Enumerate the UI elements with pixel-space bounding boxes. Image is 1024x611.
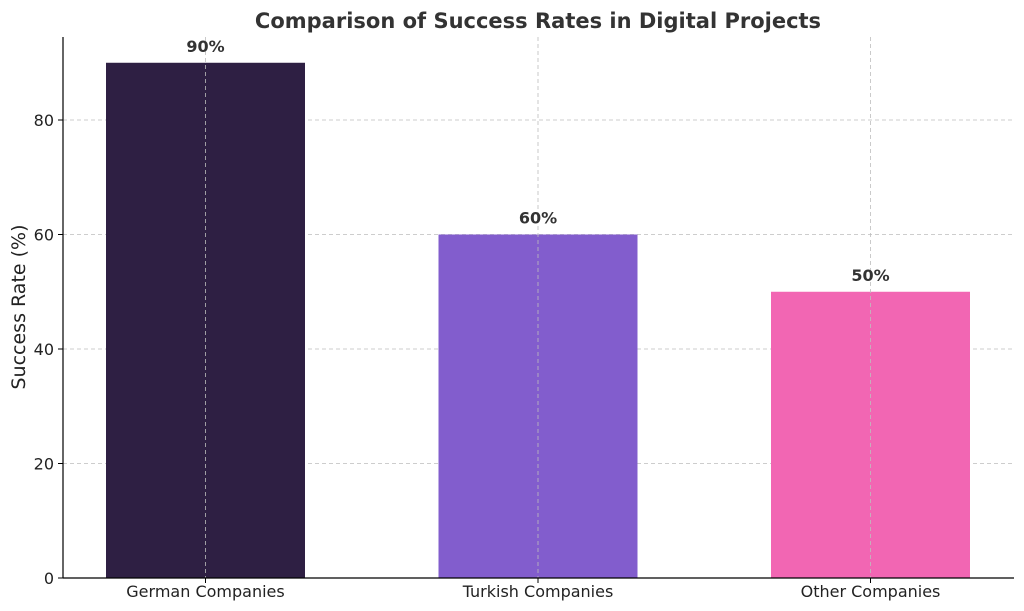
data-label: 50% (851, 266, 889, 285)
bar-2 (438, 234, 638, 578)
y-tick-label: 40 (34, 340, 54, 359)
data-label: 90% (186, 37, 224, 56)
y-tick-label: 0 (44, 569, 54, 588)
x-tick-label: Other Companies (801, 582, 941, 601)
y-axis-ticks: 0 20 40 60 80 (34, 111, 63, 588)
data-labels: 90% 60% 50% (186, 37, 889, 285)
data-label: 60% (519, 209, 557, 228)
y-tick-label: 20 (34, 455, 54, 474)
y-tick-label: 80 (34, 111, 54, 130)
x-tick-label: German Companies (126, 582, 284, 601)
vertical-gridlines (205, 37, 871, 578)
x-tick-label: Turkish Companies (462, 582, 614, 601)
x-axis-ticks: German Companies Turkish Companies Other C… (126, 578, 940, 601)
y-tick-label: 60 (34, 226, 54, 245)
chart-title: Comparison of Success Rates in Digital P… (255, 9, 821, 33)
y-axis-label: Success Rate (%) (8, 224, 30, 389)
